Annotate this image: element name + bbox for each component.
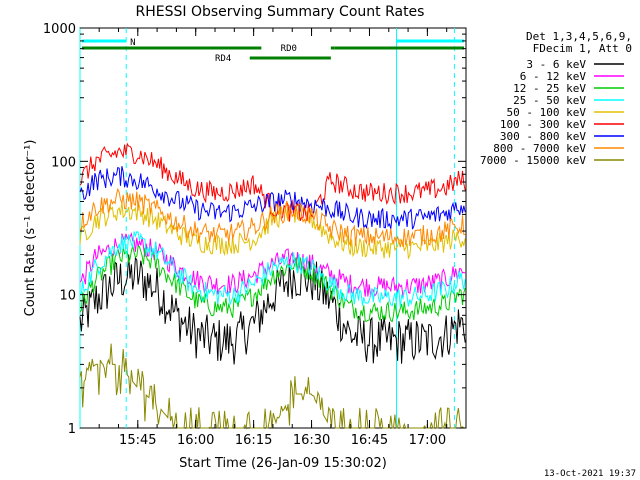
legend-entry-label: 25 - 50 keV [513, 94, 586, 107]
y-ticks: 1 10 100 1000 [43, 22, 466, 437]
x-tick-label: 16:30 [293, 433, 330, 448]
x-tick-label: 17:00 [409, 433, 446, 448]
legend-header-line-2: FDecim 1, Att 0 [533, 42, 632, 55]
series-line [79, 166, 466, 230]
annotation-label-rd4: RD4 [215, 54, 231, 64]
legend-entry-label: 800 - 7000 keV [493, 142, 586, 155]
series-line [79, 343, 466, 430]
x-ticks: 15:45 16:00 16:15 16:30 16:45 17:00 [98, 28, 467, 448]
x-tick-label: 16:45 [351, 433, 388, 448]
chart-title: RHESSI Observing Summary Count Rates [136, 4, 425, 20]
x-tick-label: 16:00 [177, 433, 214, 448]
legend-entry-label: 50 - 100 keV [507, 106, 587, 119]
legend-entry-label: 100 - 300 keV [500, 118, 586, 131]
y-tick-label: 1 [68, 422, 76, 437]
legend-entry-label: 12 - 25 keV [513, 82, 586, 95]
x-tick-label: 15:45 [119, 433, 156, 448]
legend-entry-label: 7000 - 15000 keV [480, 154, 586, 167]
series-line [79, 231, 466, 308]
y-tick-label: 10 [59, 289, 76, 304]
series-line [79, 245, 466, 323]
legend-entry-label: 6 - 12 keV [520, 70, 587, 83]
annotation-label-n: N [130, 38, 135, 48]
plot-frame [79, 27, 467, 429]
series-group [79, 142, 466, 430]
mode-annotations: N RD0 RD4 [82, 38, 464, 64]
x-tick-label: 16:15 [235, 433, 272, 448]
legend-entry-label: 3 - 6 keV [526, 58, 586, 71]
y-tick-label: 1000 [43, 22, 76, 37]
y-tick-label: 100 [51, 155, 76, 170]
annotation-label-rd0: RD0 [281, 44, 297, 54]
legend-header-line-1: Det 1,3,4,5,6,9, [526, 30, 632, 43]
series-line [79, 142, 466, 222]
y-axis-label: Count Rate (s⁻¹ detector⁻¹) [23, 140, 38, 317]
series-line [79, 187, 466, 248]
legend-entry-label: 300 - 800 keV [500, 130, 586, 143]
x-axis-label: Start Time (26-Jan-09 15:30:02) [179, 456, 387, 471]
series-line [79, 254, 466, 365]
footer-timestamp: 13-Oct-2021 19:37 [544, 469, 636, 479]
